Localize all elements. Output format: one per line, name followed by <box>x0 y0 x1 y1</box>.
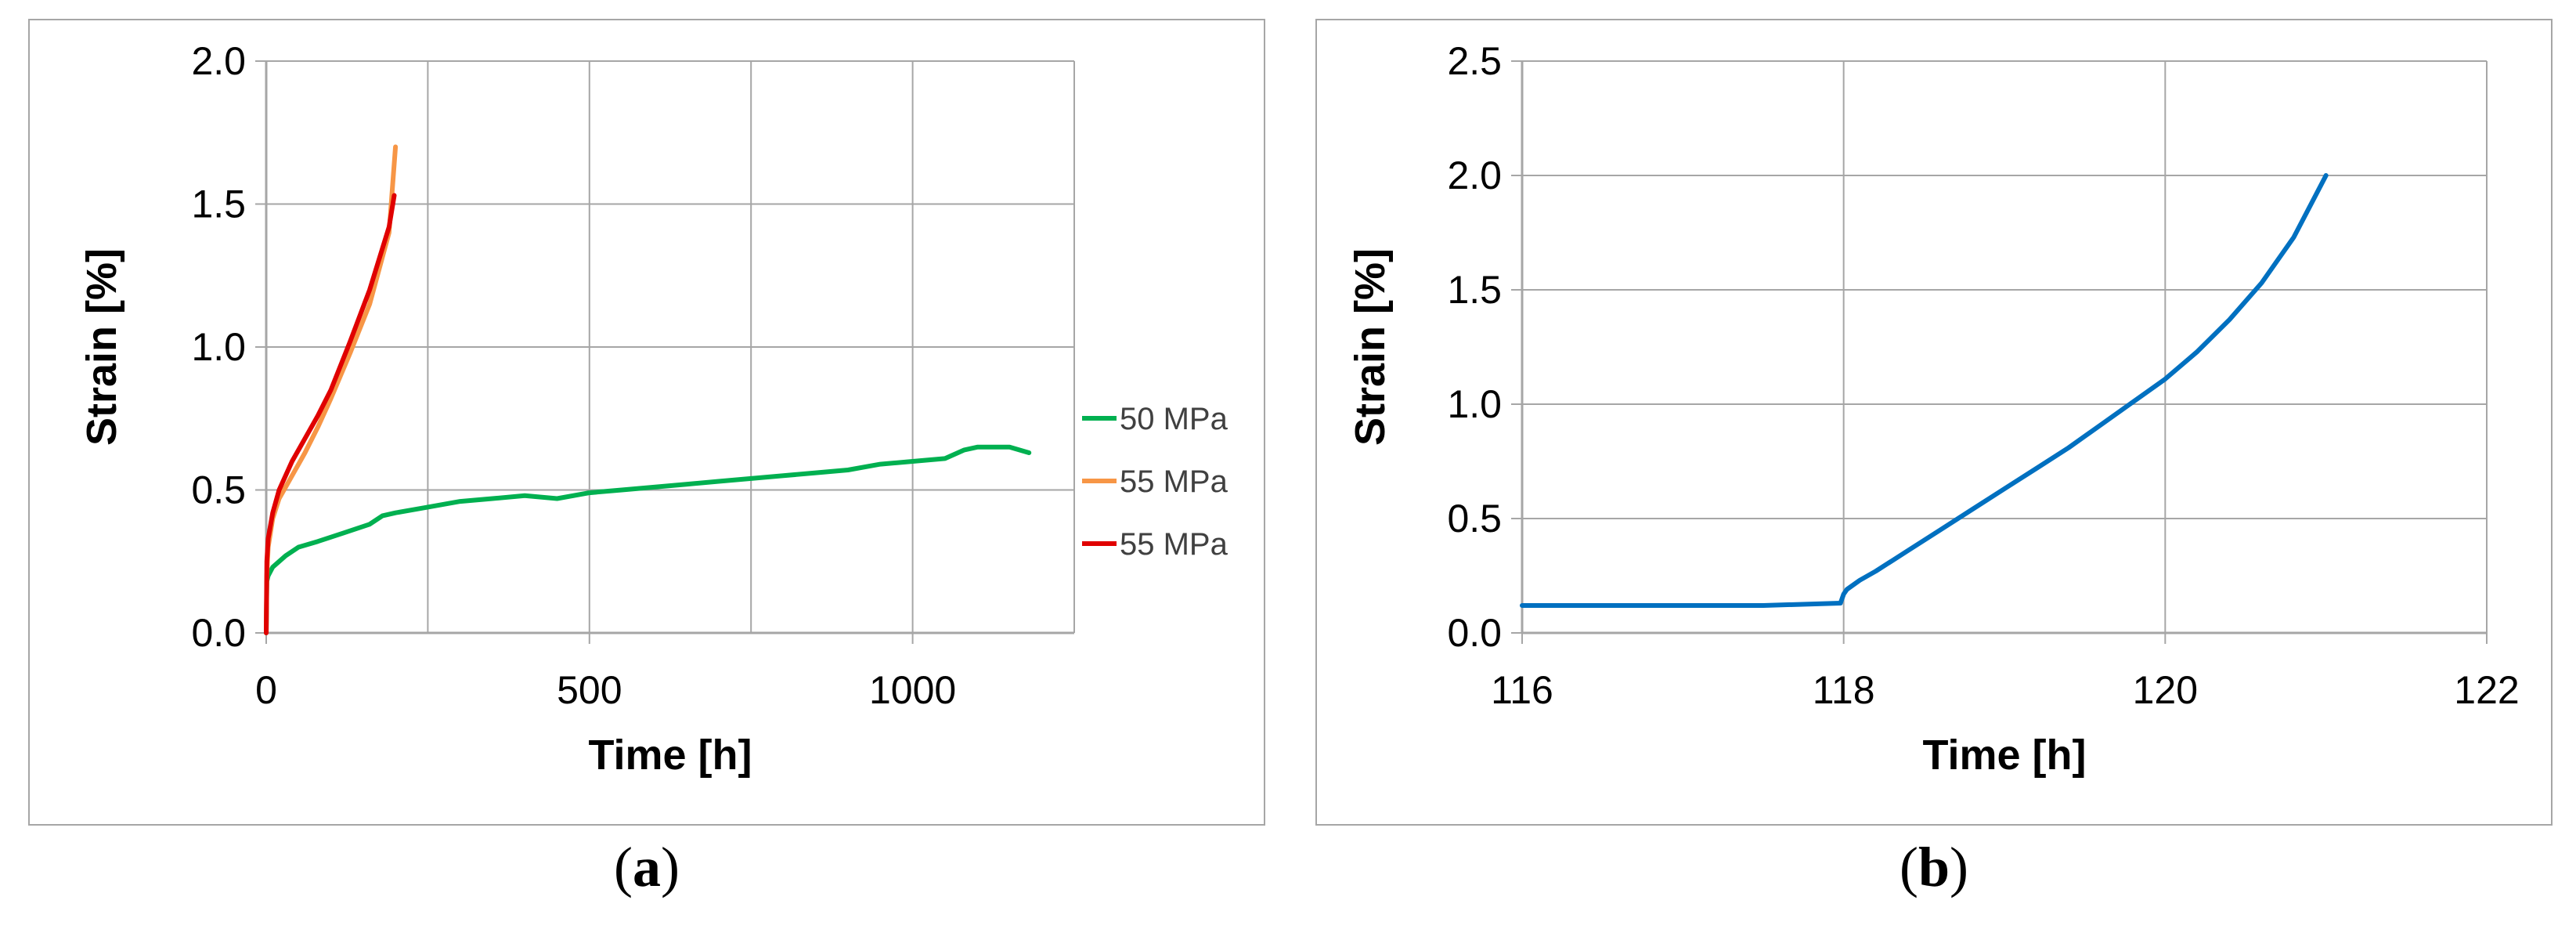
y-tick-label: 0.0 <box>1447 611 1502 655</box>
y-axis-title: Strain [%] <box>78 248 125 446</box>
series-line-1 <box>264 444 1032 635</box>
chart-panel-b: 0.0 0.5 1.0 1.5 2.0 2.5 116 118 120 122 Time [h] St… <box>1315 19 2553 826</box>
y-tick-label: 1.5 <box>191 183 246 226</box>
x-tick-label: 118 <box>1813 668 1875 712</box>
legend-label: 55 MPa <box>1120 527 1228 562</box>
legend-label: 50 MPa <box>1120 402 1228 436</box>
caption-a: (a) <box>614 836 680 898</box>
y-tick-label: 2.5 <box>1447 39 1502 83</box>
chart-panel-a: 0.0 0.5 1.0 1.5 2.0 0 500 1000 Time [h] Strain [%… <box>28 19 1265 826</box>
x-tick-label: 120 <box>2133 668 2198 712</box>
caption-b: (b) <box>1899 836 1968 898</box>
x-tick-label: 0 <box>255 668 277 712</box>
y-tick-label: 0.5 <box>191 468 246 512</box>
y-tick-label: 2.0 <box>1447 154 1502 197</box>
chart-b-svg: 0.0 0.5 1.0 1.5 2.0 2.5 116 118 120 122 Time [h] St… <box>1347 39 2520 779</box>
x-axis-title: Time [h] <box>1922 732 2086 779</box>
x-tick-label: 116 <box>1491 668 1553 712</box>
x-axis-title: Time [h] <box>588 732 752 779</box>
x-tick-label: 122 <box>2454 668 2519 712</box>
caption-a-label: a <box>633 836 661 898</box>
y-tick-label: 0.0 <box>191 611 246 655</box>
y-axis-title: Strain [%] <box>1347 248 1394 446</box>
y-tick-label: 1.0 <box>1447 382 1502 426</box>
series-line-1 <box>1520 173 2329 608</box>
caption-b-label: b <box>1918 836 1950 898</box>
y-tick-label: 1.5 <box>1447 268 1502 312</box>
x-tick-label: 1000 <box>869 668 956 712</box>
y-tick-label: 0.5 <box>1447 497 1502 540</box>
legend-label: 55 MPa <box>1120 464 1228 499</box>
y-tick-label: 1.0 <box>191 325 246 369</box>
series-line-3 <box>264 193 397 635</box>
chart-a-svg: 0.0 0.5 1.0 1.5 2.0 0 500 1000 Time [h] Strain [%… <box>78 39 1228 779</box>
x-tick-label: 500 <box>557 668 622 712</box>
y-tick-label: 2.0 <box>191 39 246 83</box>
